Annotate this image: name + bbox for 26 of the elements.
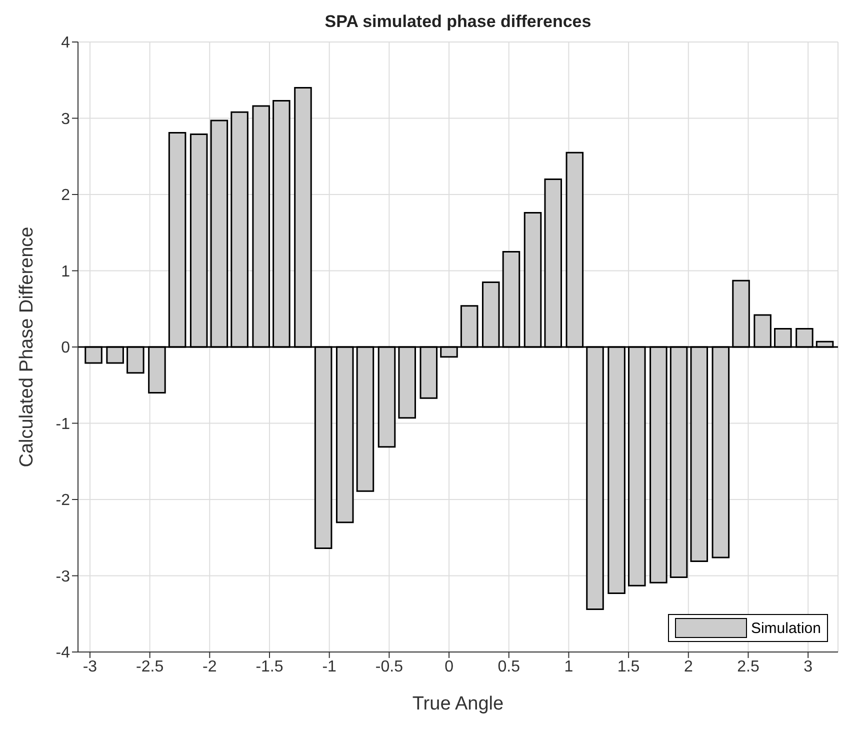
x-tick-label: -0.5 (375, 658, 404, 676)
legend-label: Simulation (750, 620, 821, 636)
x-tick-label: -2 (202, 658, 217, 676)
x-tick-label: 2.5 (737, 658, 760, 676)
y-tick-label: -2 (56, 492, 70, 510)
x-axis-title: True Angle (412, 693, 504, 714)
x-tick-label: 3 (804, 658, 813, 676)
y-tick-label: 1 (61, 263, 70, 280)
y-axis-title: Calculated Phase Difference (16, 226, 38, 468)
y-tick-label: -4 (56, 644, 70, 662)
y-tick-label: 3 (61, 110, 70, 128)
x-tick-label: 1.5 (617, 658, 640, 676)
x-tick-label: 0 (444, 658, 454, 676)
y-tick-label: -1 (56, 416, 70, 433)
x-tick-label: -1 (322, 658, 337, 676)
x-tick-label: 2 (684, 658, 693, 676)
y-tick-label: 0 (61, 340, 70, 357)
x-tick-label: -3 (82, 658, 98, 676)
x-tick-label: 1 (564, 658, 574, 676)
x-tick-label: -2.5 (136, 658, 164, 676)
y-tick-label: -3 (56, 568, 70, 586)
x-tick-label: -1.5 (256, 658, 284, 676)
chart-title: SPA simulated phase differences (324, 12, 592, 32)
y-tick-label: 4 (61, 34, 70, 52)
x-tick-label: 0.5 (498, 658, 520, 676)
y-tick-label: 2 (61, 187, 70, 204)
